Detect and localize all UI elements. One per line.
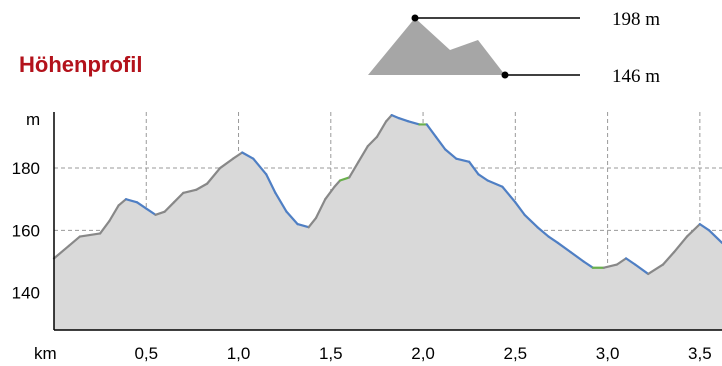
y-tick-label-160: 160 [12,221,40,240]
x-axis-unit-label: km [34,344,57,363]
profile-segment-62 [707,229,722,244]
profile-segment-53 [602,263,618,269]
profile-segment-37 [425,123,438,139]
profile-segment-27 [338,176,351,182]
x-tick-label-4: 2,5 [504,344,528,363]
x-tick-label-2: 1,5 [319,344,343,363]
x-tick-label-1: 1,0 [227,344,251,363]
axes: m km [26,110,722,363]
profile-segment-48 [547,235,559,244]
profile-segment-3 [99,219,111,235]
max-elevation-label: 198 m [612,9,660,30]
profile-segment-24 [314,198,327,219]
profile-segment-42 [477,173,489,182]
profile-segment-33 [390,114,401,120]
profile-segment-21 [285,210,299,226]
profile-segment-54 [615,257,628,266]
x-tick-label-0: 0,5 [134,344,158,363]
elevation-profile-chart: m km 140 160 180 0,5 1,0 1,5 2,0 2,5 3,0 3,5 [12,110,722,363]
profile-segment-55 [624,257,637,266]
profile-segment-49 [556,241,572,254]
mountain-icon [368,18,505,75]
profile-segment-18 [252,157,268,176]
profile-segment-9 [154,210,166,216]
profile-segment-38 [434,135,447,151]
profile-segment-12 [182,188,198,195]
profile-segment-61 [698,223,711,232]
profile-segment-40 [455,157,471,163]
x-tick-label-6: 3,5 [688,344,712,363]
y-tick-label-180: 180 [12,159,40,178]
profile-segment-28 [348,160,360,179]
profile-segment-6 [124,198,139,204]
profile-segment-17 [241,151,255,160]
profile-segment-29 [357,145,369,163]
profile-segment-0 [52,244,70,260]
profile-segment-1 [67,235,81,248]
profile-segment-7 [135,201,148,210]
profile-line [52,114,722,276]
profile-segment-8 [145,207,157,216]
profile-segment-59 [672,235,689,254]
profile-segment-16 [231,151,244,160]
profile-area [54,115,722,330]
profile-segment-20 [274,191,288,213]
profile-segment-46 [523,213,539,229]
tick-labels: 140 160 180 0,5 1,0 1,5 2,0 2,5 3,0 3,5 [12,159,712,363]
profile-segment-35 [407,120,421,126]
y-tick-label-140: 140 [12,284,40,303]
profile-segment-13 [194,182,209,191]
profile-segment-34 [397,117,410,123]
profile-segment-22 [296,223,310,229]
profile-segment-2 [78,232,102,238]
profile-segment-44 [501,185,517,204]
profile-segment-5 [117,198,128,207]
profile-fill-area [54,115,722,330]
profile-segment-50 [569,251,585,263]
profile-segment-10 [163,201,176,213]
profile-segment-23 [307,216,318,229]
profile-segment-56 [634,263,650,276]
profile-segment-26 [333,179,342,188]
profile-segment-30 [366,135,379,148]
profile-segment-14 [206,166,222,185]
profile-segment-39 [444,148,458,160]
profile-segment-25 [324,185,336,201]
profile-segment-45 [514,201,526,216]
profile-segment-41 [468,160,480,176]
profile-segment-43 [486,179,504,188]
profile-segment-4 [108,204,120,223]
elevation-legend: 198 m 146 m [368,9,660,87]
profile-segment-32 [385,114,393,123]
profile-segment-58 [661,251,676,266]
profile-segment-11 [172,191,185,204]
x-tick-label-3: 2,0 [411,344,435,363]
y-axis-unit-label: m [26,110,40,129]
profile-segment-47 [536,226,550,238]
x-tick-label-5: 3,0 [596,344,620,363]
profile-segment-60 [685,223,701,238]
min-elevation-label: 146 m [612,66,660,87]
profile-segment-57 [647,263,665,276]
profile-segment-51 [582,260,594,269]
profile-segment-31 [375,120,388,139]
profile-segment-19 [265,173,277,195]
chart-title: Höhenprofil [19,52,143,77]
profile-segment-15 [218,157,235,170]
